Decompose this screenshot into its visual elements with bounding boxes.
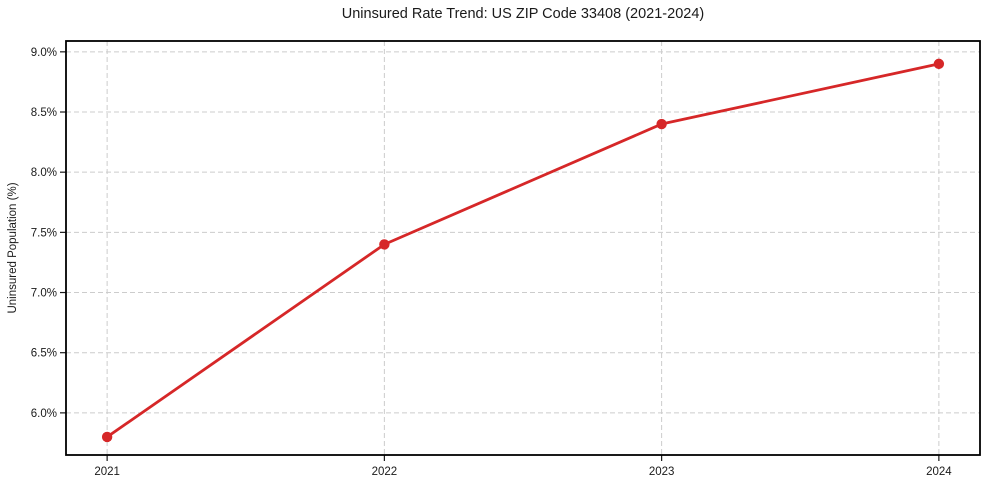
- x-tick-label: 2021: [94, 466, 120, 478]
- y-tick-label: 6.5%: [31, 348, 57, 360]
- data-point-2023: [656, 118, 667, 130]
- y-tick-label: 9.0%: [31, 47, 57, 59]
- data-point-2024: [933, 58, 945, 70]
- y-tick-label: 8.5%: [31, 107, 57, 119]
- chart-title: Uninsured Rate Trend: US ZIP Code 33408 …: [341, 6, 705, 22]
- y-tick-label: 7.5%: [31, 227, 57, 239]
- y-tick-label: 8.0%: [31, 167, 57, 179]
- data-point-2021: [101, 431, 113, 443]
- plot-border: [65, 40, 981, 456]
- y-tick-label: 7.0%: [31, 288, 57, 300]
- y-tick-label: 6.0%: [31, 408, 57, 420]
- trend-line: [105, 62, 941, 439]
- data-point-2022: [379, 239, 390, 250]
- x-tick-label: 2022: [372, 466, 398, 478]
- x-tick-label: 2024: [926, 466, 952, 478]
- x-tick-label: 2023: [649, 466, 675, 478]
